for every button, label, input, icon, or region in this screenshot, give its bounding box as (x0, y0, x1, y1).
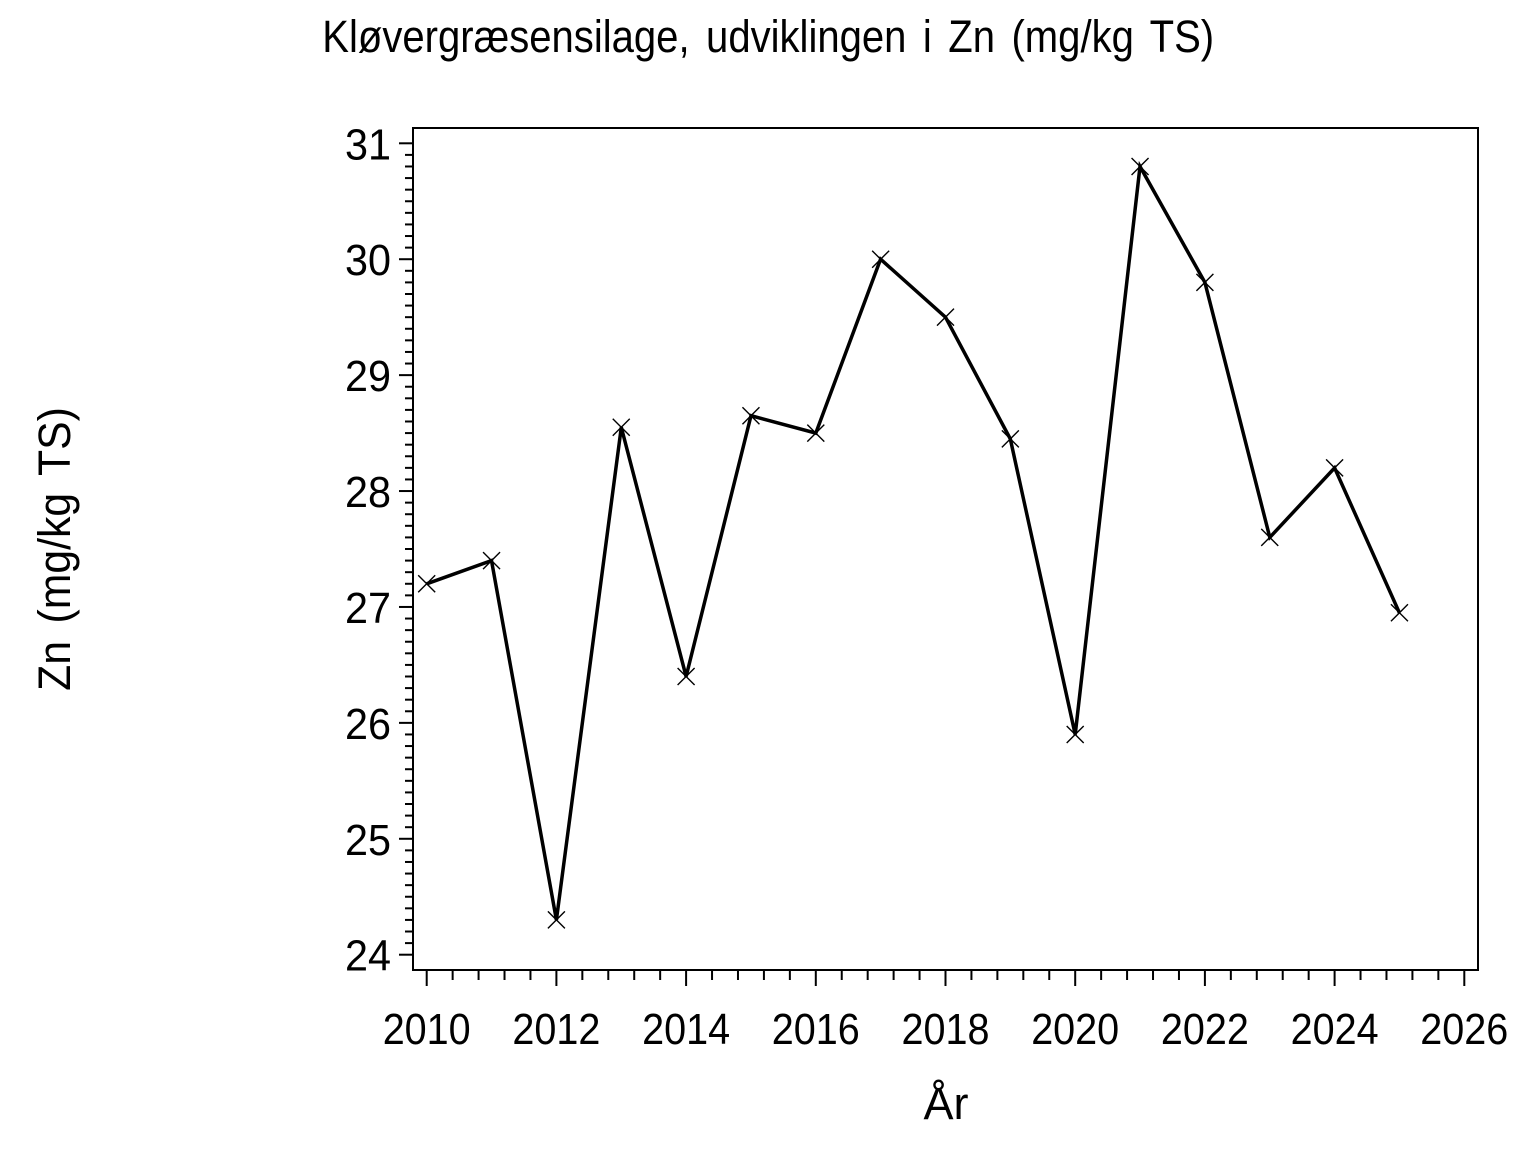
x-tick-label-2026: 2026 (1420, 1005, 1508, 1054)
data-point-marker-2015 (741, 406, 760, 425)
y-tick-label-28: 28 (345, 468, 391, 517)
x-tick-label-2016: 2016 (772, 1005, 860, 1054)
x-axis-ticks (425, 970, 1466, 986)
x-axis-title: År (923, 1078, 969, 1129)
y-axis-ticks (399, 142, 413, 956)
data-point-marker-2012 (547, 910, 566, 929)
data-point-marker-2019 (1001, 429, 1020, 448)
x-tick-label-2020: 2020 (1031, 1005, 1119, 1054)
data-point-marker-2017 (871, 250, 890, 269)
y-tick-label-24: 24 (345, 932, 391, 981)
data-point-marker-2011 (482, 551, 501, 570)
data-point-marker-2018 (936, 308, 955, 327)
y-tick-label-27: 27 (345, 584, 391, 633)
x-tick-label-2010: 2010 (383, 1005, 471, 1054)
data-series-line (426, 160, 1401, 921)
data-point-marker-2021 (1131, 157, 1150, 176)
y-axis-tick-labels: 24 25 26 27 28 29 30 31 (345, 120, 391, 980)
data-point-markers (417, 157, 1409, 929)
data-point-marker-2025 (1390, 603, 1409, 622)
y-tick-label-26: 26 (345, 700, 391, 749)
data-point-marker-2020 (1066, 725, 1085, 744)
y-tick-label-31: 31 (345, 120, 391, 169)
x-tick-label-2014: 2014 (642, 1005, 730, 1054)
x-tick-label-2012: 2012 (512, 1005, 600, 1054)
chart-title: Kløvergræsensilage, udviklingen i Zn (mg… (322, 11, 1215, 62)
y-tick-label-25: 25 (345, 816, 391, 865)
y-tick-label-30: 30 (345, 236, 391, 285)
data-point-marker-2014 (677, 667, 696, 686)
data-point-marker-2016 (806, 424, 825, 443)
x-tick-label-2018: 2018 (902, 1005, 990, 1054)
data-point-marker-2013 (612, 418, 631, 437)
data-point-marker-2024 (1325, 458, 1344, 477)
y-tick-label-29: 29 (345, 352, 391, 401)
x-tick-label-2022: 2022 (1161, 1005, 1249, 1054)
data-point-marker-2023 (1260, 528, 1279, 547)
x-tick-label-2024: 2024 (1291, 1005, 1379, 1054)
data-point-marker-2022 (1195, 273, 1214, 292)
x-axis-tick-labels: 2010 2012 2014 2016 2018 2020 2022 2024 2026 (383, 1005, 1509, 1054)
data-point-marker-2010 (417, 574, 436, 593)
plot-frame (412, 127, 1479, 971)
